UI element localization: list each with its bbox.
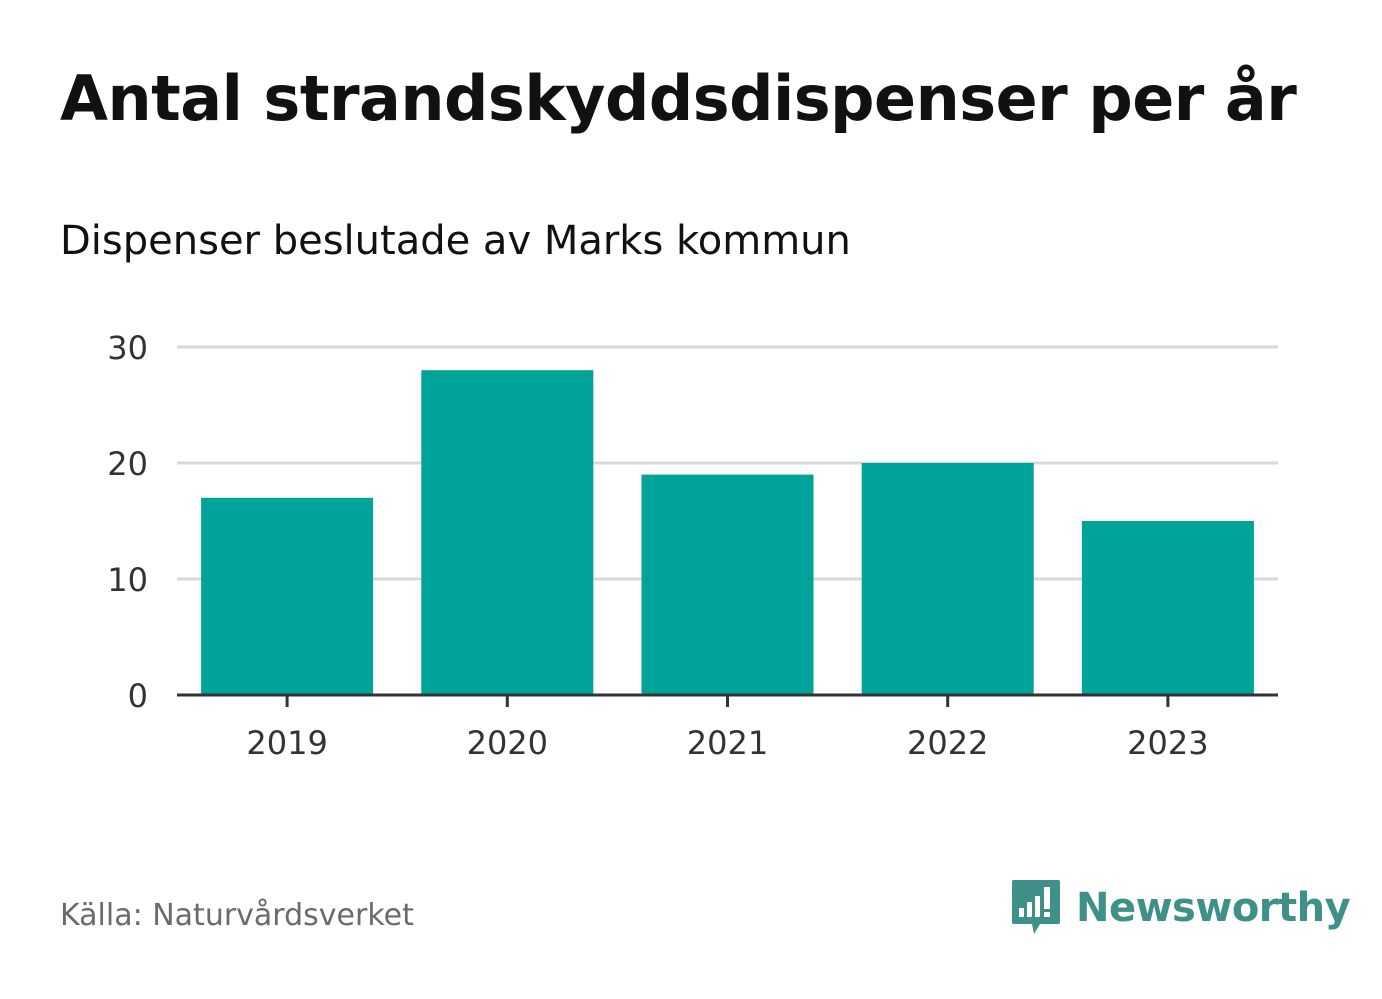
- bar-2021: [641, 474, 814, 695]
- bar-2020: [421, 370, 594, 695]
- source-note: Källa: Naturvårdsverket: [60, 898, 414, 933]
- bar-2019: [201, 497, 374, 695]
- x-tick-label: 2020: [467, 724, 548, 762]
- y-tick-label: 10: [107, 561, 148, 599]
- bar-2023: [1081, 521, 1254, 695]
- newsworthy-logo-icon: [1012, 880, 1060, 934]
- chart-subtitle: Dispenser beslutade av Marks kommun: [60, 218, 851, 264]
- x-tick-label: 2019: [246, 724, 327, 762]
- brand-logo: Newsworthy: [1010, 878, 1351, 938]
- y-tick-label: 0: [128, 677, 148, 715]
- x-tick-label: 2022: [907, 724, 988, 762]
- y-tick-label: 20: [107, 445, 148, 483]
- x-tick-label: 2023: [1127, 724, 1208, 762]
- y-tick-label: 30: [107, 329, 148, 367]
- x-tick-label: 2021: [687, 724, 768, 762]
- brand-name: Newsworthy: [1076, 885, 1351, 931]
- chart-title: Antal strandskyddsdispenser per år: [60, 62, 1297, 135]
- bar-2022: [861, 463, 1034, 695]
